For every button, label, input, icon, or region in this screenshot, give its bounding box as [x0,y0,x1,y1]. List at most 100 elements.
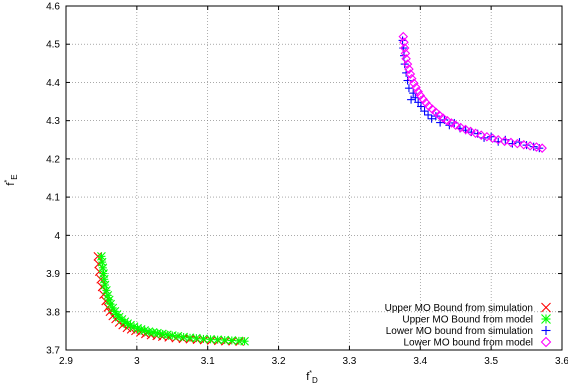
marker-stroke [434,110,445,121]
legend-item: Upper MO Bound from simulation [385,302,551,314]
marker-stroke [476,130,487,140]
marker-stroke [411,82,421,93]
marker-stroke [525,141,535,151]
data-point [404,84,413,93]
data-point [434,110,445,121]
data-point [531,142,542,152]
data-point [506,137,516,148]
marker-stroke [506,137,516,148]
data-point [100,280,110,290]
marker-stroke [450,120,461,131]
data-point [446,118,457,128]
marker-stroke [531,142,542,152]
marker-stroke [398,31,409,42]
grid [66,6,562,350]
x-tick-label: 3 [134,356,140,367]
data-point [398,31,409,42]
y-tick-label: 3.9 [46,269,60,280]
data-point [518,139,529,150]
data-point [199,334,208,344]
data-point [465,126,476,137]
data-point [405,69,416,79]
legend-label: Lower MO bound from model [403,338,533,349]
x-tick-label: 2.9 [59,356,73,367]
y-tick-label: 3.8 [46,307,60,318]
legend-label: Lower MO bound from simulation [386,326,533,337]
legend-marker [541,326,551,335]
data-point [411,82,421,93]
y-axis-label: f*E [4,174,19,185]
legend-item: Lower MO bound from model [403,336,552,349]
data-point [525,141,535,151]
data-point [537,143,547,153]
data-point [455,122,466,133]
data-point [220,335,230,345]
data-point [399,43,410,53]
marker-stroke [407,73,417,84]
marker-stroke [438,113,448,123]
marker-stroke [470,128,481,139]
x-tick-label: 3.4 [413,356,427,367]
marker-stroke [446,118,457,128]
series-4 [398,31,547,153]
data-point [404,64,414,74]
legend-marker [541,302,551,313]
legend-label: Upper MO Bound from simulation [385,303,533,314]
data-point [213,335,223,345]
x-tick-label: 3.3 [342,356,356,367]
marker-stroke [413,86,423,97]
marker-stroke [465,126,476,137]
legend-item: Upper MO Bound from model [402,314,551,326]
legend-marker [540,336,552,348]
marker-stroke [537,143,547,153]
marker-stroke [402,59,413,69]
series-2 [97,251,249,346]
data-point [470,128,481,139]
x-tick-label: 3.6 [555,356,568,367]
data-point [508,139,517,148]
data-point [401,53,411,64]
y-tick-label: 4.1 [46,193,60,204]
y-tick-label: 4.6 [46,2,60,13]
y-tick-label: 4 [54,231,60,242]
y-tick-label: 4.3 [46,116,60,127]
x-tick-label: 3.2 [272,356,286,367]
data-point [424,110,433,119]
plot-frame [65,5,563,351]
data-point [415,90,426,101]
data-point [420,107,429,116]
marker-stroke [409,78,419,88]
x-tick-label: 3.1 [201,356,215,367]
marker-stroke [401,53,411,64]
marker-stroke [499,136,510,147]
marker-stroke [400,48,411,59]
marker-stroke [399,43,410,53]
marker-stroke [487,133,498,144]
data-point [399,37,409,48]
legend-item: Lower MO bound from simulation [386,326,551,337]
marker-stroke [512,138,523,149]
marker-stroke [482,131,492,142]
data-point [407,73,417,84]
data-point [413,86,423,97]
data-point [416,102,425,111]
marker-stroke [178,334,188,344]
marker-stroke [460,124,471,135]
data-point [460,124,471,135]
legend-label: Upper MO Bound from model [402,315,533,326]
data-point [427,114,436,123]
data-point [191,333,201,343]
data-point [442,115,452,126]
marker-stroke [455,122,466,133]
legend-marker [541,314,551,324]
data-points [93,31,547,346]
data-point [407,95,416,104]
y-tick-label: 4.4 [46,78,60,89]
marker-stroke [399,37,409,48]
marker-stroke [405,69,416,79]
data-point [414,98,423,107]
x-tick-label: 3.5 [484,356,498,367]
marker-stroke [540,336,552,348]
